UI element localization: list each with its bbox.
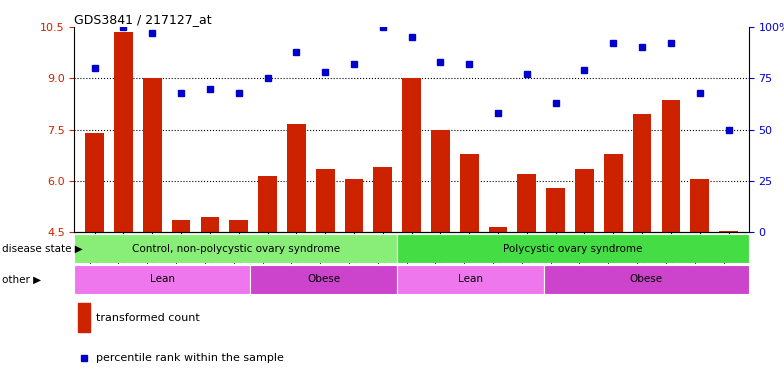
- Bar: [287, 124, 306, 232]
- Bar: [250, 265, 397, 294]
- Bar: [74, 265, 250, 294]
- Bar: [460, 154, 478, 232]
- Bar: [543, 265, 749, 294]
- Bar: [373, 167, 392, 232]
- Text: GDS3841 / 217127_at: GDS3841 / 217127_at: [74, 13, 212, 26]
- Text: Obese: Obese: [630, 274, 662, 285]
- Bar: [397, 234, 749, 263]
- Bar: [345, 179, 363, 232]
- Text: Obese: Obese: [307, 274, 340, 285]
- Text: Lean: Lean: [458, 274, 483, 285]
- Bar: [575, 169, 593, 232]
- Bar: [517, 174, 536, 232]
- Bar: [402, 78, 421, 232]
- Bar: [397, 265, 543, 294]
- Text: Polycystic ovary syndrome: Polycystic ovary syndrome: [503, 243, 643, 254]
- Bar: [604, 154, 622, 232]
- Text: disease state ▶: disease state ▶: [2, 243, 83, 254]
- Text: Control, non-polycystic ovary syndrome: Control, non-polycystic ovary syndrome: [132, 243, 339, 254]
- Bar: [633, 114, 652, 232]
- Bar: [662, 101, 681, 232]
- Bar: [114, 32, 132, 232]
- Text: percentile rank within the sample: percentile rank within the sample: [96, 353, 284, 362]
- Bar: [546, 188, 565, 232]
- Bar: [201, 217, 220, 232]
- Bar: [258, 176, 277, 232]
- Bar: [74, 234, 397, 263]
- Bar: [172, 220, 191, 232]
- Text: other ▶: other ▶: [2, 274, 42, 285]
- Bar: [316, 169, 335, 232]
- Text: Lean: Lean: [150, 274, 175, 285]
- Bar: [230, 220, 248, 232]
- Bar: [431, 130, 450, 232]
- Bar: [488, 227, 507, 232]
- Bar: [691, 179, 709, 232]
- Bar: [78, 303, 90, 332]
- Text: transformed count: transformed count: [96, 313, 200, 323]
- Bar: [85, 133, 104, 232]
- Bar: [143, 78, 162, 232]
- Bar: [719, 231, 738, 232]
